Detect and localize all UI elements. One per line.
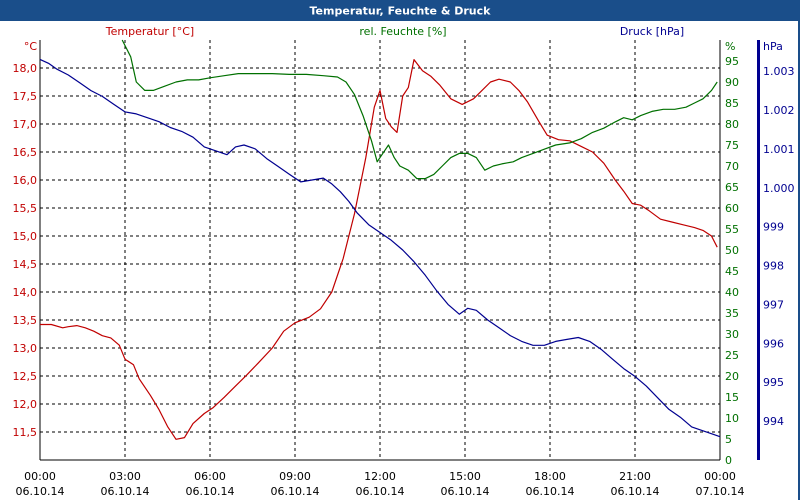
x-tick-date: 06.10.14 <box>16 485 65 498</box>
humidity-tick: 75 <box>725 139 739 152</box>
humidity-tick: 85 <box>725 97 739 110</box>
temperature-tick: 17,5 <box>13 90 38 103</box>
humidity-line <box>121 39 718 180</box>
x-tick-time: 00:00 <box>704 470 736 483</box>
pressure-axis-strip <box>757 40 760 460</box>
temperature-tick: 18,0 <box>13 62 38 75</box>
humidity-tick: 70 <box>725 160 739 173</box>
pressure-tick: 1.002 <box>763 104 795 117</box>
temperature-tick: 13,5 <box>13 314 38 327</box>
humidity-tick: 40 <box>725 286 739 299</box>
x-tick-date: 06.10.14 <box>101 485 150 498</box>
humidity-tick: 45 <box>725 265 739 278</box>
humidity-tick: 35 <box>725 307 739 320</box>
right-border <box>798 21 800 500</box>
pressure-unit-label: hPa <box>763 40 783 53</box>
pressure-tick: 998 <box>763 260 784 273</box>
temperature-line <box>40 58 718 440</box>
pressure-tick: 1.001 <box>763 143 795 156</box>
grid <box>40 40 720 460</box>
x-tick-time: 06:00 <box>194 470 226 483</box>
pressure-tick: 999 <box>763 221 784 234</box>
pressure-tick: 995 <box>763 376 784 389</box>
temperature-tick: 12,5 <box>13 370 38 383</box>
x-tick-date: 06.10.14 <box>526 485 575 498</box>
x-tick-date: 06.10.14 <box>611 485 660 498</box>
series-group <box>39 39 721 440</box>
temperature-axis-label: Temperatur [°C] <box>105 25 194 38</box>
x-tick-date: 06.10.14 <box>441 485 490 498</box>
x-tick-date: 06.10.14 <box>271 485 320 498</box>
pressure-tick: 996 <box>763 337 784 350</box>
temperature-tick: 15,5 <box>13 202 38 215</box>
x-tick-time: 21:00 <box>619 470 651 483</box>
humidity-tick: 50 <box>725 244 739 257</box>
pressure-tick: 994 <box>763 415 784 428</box>
temperature-tick: 11,5 <box>13 426 38 439</box>
temperature-tick: 14,0 <box>13 286 38 299</box>
humidity-tick: 80 <box>725 118 739 131</box>
pressure-tick: 1.000 <box>763 182 795 195</box>
temperature-tick: 16,0 <box>13 174 38 187</box>
temperature-unit-label: °C <box>24 40 38 53</box>
temperature-tick: 12,0 <box>13 398 38 411</box>
x-tick-time: 18:00 <box>534 470 566 483</box>
title-bar <box>0 0 800 21</box>
humidity-tick: 90 <box>725 76 739 89</box>
humidity-tick: 15 <box>725 391 739 404</box>
x-tick-time: 12:00 <box>364 470 396 483</box>
pressure-line <box>39 58 721 438</box>
chart-title: Temperatur, Feuchte & Druck <box>310 5 492 18</box>
humidity-tick: 10 <box>725 412 739 425</box>
pressure-tick: 997 <box>763 298 784 311</box>
temperature-tick: 15,0 <box>13 230 38 243</box>
x-tick-date: 06.10.14 <box>356 485 405 498</box>
x-tick-date: 06.10.14 <box>186 485 235 498</box>
humidity-tick: 30 <box>725 328 739 341</box>
tick-labels: 00:00 06.10.14 03:00 06.10.14 06:00 06.10.14 0… <box>13 55 795 498</box>
humidity-axis-label: rel. Feuchte [%] <box>359 25 446 38</box>
x-tick-date: 07.10.14 <box>696 485 745 498</box>
humidity-tick: 55 <box>725 223 739 236</box>
pressure-axis-label: Druck [hPa] <box>620 25 684 38</box>
humidity-tick: 65 <box>725 181 739 194</box>
axes <box>39 40 721 461</box>
humidity-tick: 95 <box>725 55 739 68</box>
temperature-tick: 16,5 <box>13 146 38 159</box>
x-tick-time: 00:00 <box>24 470 56 483</box>
humidity-tick: 25 <box>725 349 739 362</box>
x-tick-time: 15:00 <box>449 470 481 483</box>
humidity-unit-label: % <box>725 40 735 53</box>
temperature-tick: 13,0 <box>13 342 38 355</box>
x-tick-time: 03:00 <box>109 470 141 483</box>
humidity-tick: 60 <box>725 202 739 215</box>
humidity-tick: 5 <box>725 433 732 446</box>
x-tick-time: 09:00 <box>279 470 311 483</box>
temperature-tick: 17,0 <box>13 118 38 131</box>
temperature-tick: 14,5 <box>13 258 38 271</box>
pressure-tick: 1.003 <box>763 65 795 78</box>
humidity-tick: 0 <box>725 454 732 467</box>
humidity-tick: 20 <box>725 370 739 383</box>
